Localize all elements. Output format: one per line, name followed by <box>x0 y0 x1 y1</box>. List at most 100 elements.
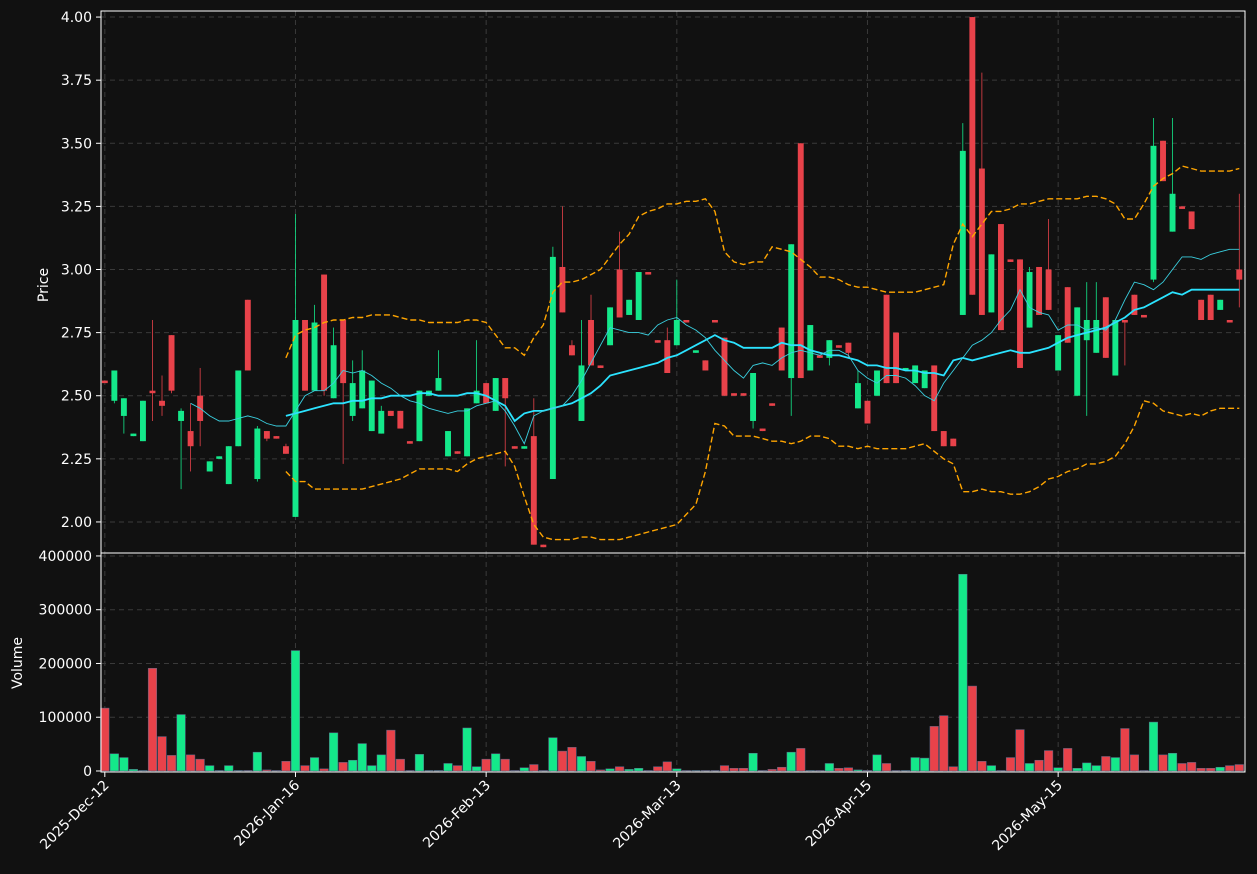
candle-body <box>721 337 728 396</box>
candle-body <box>654 340 661 343</box>
volume-bar <box>481 758 491 772</box>
volume-bar <box>167 755 177 772</box>
candle-body <box>883 294 890 384</box>
volume-bar <box>824 763 834 772</box>
candle-body <box>359 370 366 409</box>
volume-bar <box>348 759 358 772</box>
volume-bar <box>672 768 682 772</box>
candle-body <box>740 393 747 396</box>
candle-body <box>464 408 471 457</box>
volume-bar <box>1129 754 1139 772</box>
y-tick-label: 0 <box>83 764 92 780</box>
candle-body <box>1188 211 1195 230</box>
volume-bar <box>815 770 825 772</box>
candle-body <box>445 431 451 457</box>
volume-bar <box>195 758 205 772</box>
volume-bar <box>1225 765 1235 772</box>
volume-bar <box>376 754 386 772</box>
volume-bar <box>700 770 710 772</box>
volume-bar <box>653 766 663 772</box>
volume-bar <box>1148 721 1159 772</box>
volume-bar <box>739 768 749 772</box>
y-tick-label: 3.00 <box>61 263 92 279</box>
candle-body <box>473 390 480 404</box>
candle-body <box>187 431 194 447</box>
volume-bar <box>872 754 882 772</box>
volume-bar <box>271 770 281 772</box>
candle-body <box>206 461 213 472</box>
candle-body <box>330 345 337 399</box>
candle-body <box>807 325 814 371</box>
volume-bar <box>138 770 148 772</box>
candle-body <box>101 380 108 384</box>
candle-body <box>683 319 690 323</box>
candle-body <box>1140 314 1147 318</box>
candle-body <box>731 393 737 396</box>
volume-bar <box>786 751 796 772</box>
volume-bar <box>472 766 482 772</box>
candle-body <box>282 446 289 454</box>
indicator-line <box>285 165 1240 359</box>
candle-body <box>597 365 604 368</box>
y-tick-label: 2.25 <box>61 452 92 468</box>
volume-bar <box>586 761 596 772</box>
candle-body <box>1036 266 1043 315</box>
volume-bar <box>157 736 167 772</box>
volume-bar <box>1034 759 1044 772</box>
candle-body <box>1007 259 1014 262</box>
candle-body <box>864 400 871 424</box>
candle-body <box>1074 307 1081 396</box>
volume-bar <box>996 770 1006 772</box>
volume-bar <box>176 714 186 772</box>
y-tick-label: 2.00 <box>61 515 92 531</box>
volume-bar <box>338 762 348 772</box>
candle-body <box>1093 319 1100 353</box>
volume-bar <box>462 727 472 772</box>
volume-bar <box>605 768 615 772</box>
candle-body <box>750 373 757 421</box>
candle-body <box>607 307 614 346</box>
candle-body <box>969 17 976 295</box>
candle-body <box>302 319 308 391</box>
volume-bar <box>948 766 958 772</box>
candle-body <box>530 436 537 545</box>
volume-bar <box>529 764 539 772</box>
volume-bar <box>862 770 873 772</box>
candle-body <box>588 319 594 366</box>
candle-body <box>292 319 299 517</box>
volume-bar <box>109 753 119 772</box>
candle-body <box>959 150 966 315</box>
candle-body <box>635 272 642 320</box>
volume-bar <box>1177 763 1187 772</box>
candle-body <box>816 355 823 358</box>
volume-bar <box>977 761 987 772</box>
volume-bar <box>929 726 939 772</box>
volume-bar <box>1101 756 1111 772</box>
volume-bar <box>1120 728 1130 772</box>
volume-bar <box>290 650 301 772</box>
candle-body <box>111 370 118 401</box>
volume-bar <box>967 685 977 772</box>
candle-body <box>321 274 328 391</box>
volume-bar <box>500 758 510 772</box>
volume-bar <box>405 770 415 772</box>
volume-bar <box>310 757 320 772</box>
candle-body <box>921 370 928 389</box>
volume-bar <box>1082 762 1092 772</box>
volume-bar <box>1072 768 1082 772</box>
volume-bar <box>491 753 501 772</box>
y-tick-label: 3.75 <box>61 73 92 89</box>
candle-body <box>1169 193 1176 232</box>
volume-bar <box>252 751 262 772</box>
volume-bar <box>367 765 377 772</box>
candle-body <box>130 433 137 437</box>
candle-body <box>1236 269 1243 280</box>
volume-bar <box>567 747 577 772</box>
candle-body <box>616 269 623 318</box>
candle-body <box>626 299 633 315</box>
candle-body <box>225 446 232 485</box>
candle-body <box>139 400 146 442</box>
volume-bar <box>1063 748 1073 772</box>
